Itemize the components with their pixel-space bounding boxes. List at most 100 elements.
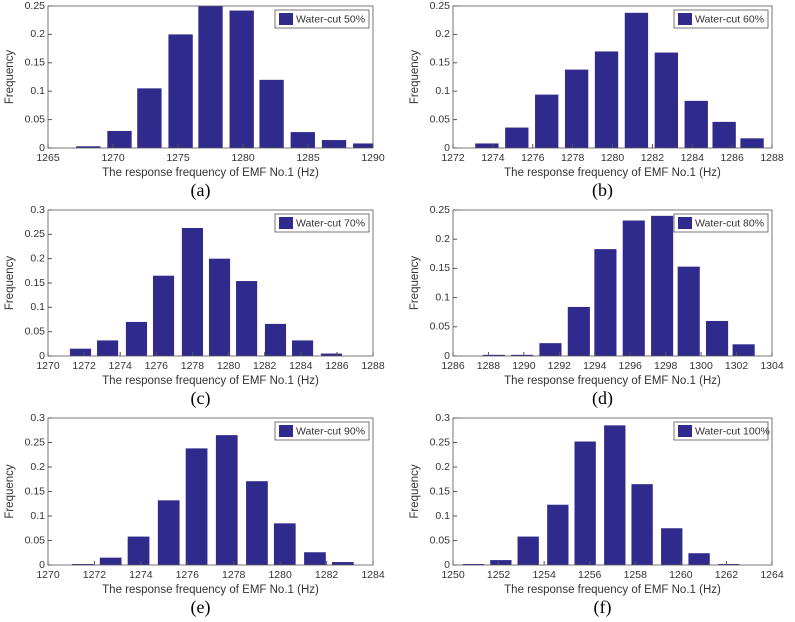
y-tick-label: 0.15 bbox=[25, 485, 46, 497]
bar bbox=[208, 258, 231, 356]
bar bbox=[624, 12, 649, 148]
y-tick-label: 0.2 bbox=[435, 461, 450, 473]
bar bbox=[604, 425, 626, 565]
x-tick-label: 1284 bbox=[361, 569, 385, 581]
y-axis-label: Frequency bbox=[4, 256, 16, 311]
y-tick-label: 0.1 bbox=[30, 301, 45, 313]
panel: 0 0.05 0.1 0.15 0.2 0.25 0.3 1270 1272 1274 1276 12… bbox=[4, 204, 385, 409]
bar bbox=[684, 100, 708, 148]
x-tick-label: 1276 bbox=[521, 152, 545, 164]
legend-box bbox=[274, 9, 370, 29]
y-tick-label: 0.3 bbox=[30, 412, 45, 424]
bar bbox=[511, 354, 534, 356]
legend-swatch bbox=[279, 13, 293, 25]
x-tick-label: 1260 bbox=[669, 569, 693, 581]
bar bbox=[320, 353, 343, 356]
y-tick-label: 0.2 bbox=[30, 461, 45, 473]
x-tick-label: 1256 bbox=[578, 569, 602, 581]
bar bbox=[292, 340, 314, 356]
caption: (e) bbox=[191, 597, 211, 618]
x-axis-label: The response frequency of EMF No.1 (Hz) bbox=[504, 584, 721, 596]
x-tick-label: 1272 bbox=[72, 360, 96, 372]
x-tick-label: 1286 bbox=[720, 152, 744, 164]
y-tick-label: 0.25 bbox=[25, 228, 46, 240]
bar bbox=[462, 564, 485, 565]
bar bbox=[236, 281, 258, 356]
bar bbox=[304, 552, 326, 565]
plot-frame bbox=[452, 209, 773, 357]
legend-swatch bbox=[279, 425, 293, 437]
x-tick-label: 1285 bbox=[296, 152, 320, 164]
y-tick-label: 0.25 bbox=[430, 204, 451, 216]
x-tick-label: 1272 bbox=[441, 152, 465, 164]
y-axis-label: Frequency bbox=[409, 464, 421, 519]
y-tick-label: 0.25 bbox=[25, 0, 46, 12]
x-tick-label: 1282 bbox=[641, 152, 665, 164]
panel: 0 0.05 0.1 0.15 0.2 0.25 0.3 1250 1252 1254 1256 12… bbox=[409, 412, 784, 618]
x-tick-label: 1254 bbox=[532, 569, 556, 581]
x-tick-label: 1284 bbox=[289, 360, 313, 372]
y-tick-label: 0.1 bbox=[435, 291, 450, 303]
y-tick-label: 0.2 bbox=[30, 28, 45, 40]
bar bbox=[152, 275, 175, 356]
bar bbox=[321, 140, 347, 148]
x-axis-label: The response frequency of EMF No.1 (Hz) bbox=[504, 375, 721, 387]
legend-box bbox=[673, 213, 769, 233]
x-tick-label: 1290 bbox=[512, 360, 536, 372]
bar bbox=[517, 536, 539, 565]
x-tick-label: 1274 bbox=[481, 152, 505, 164]
y-tick-label: 0.05 bbox=[25, 113, 46, 125]
bar bbox=[107, 130, 132, 148]
bar bbox=[677, 266, 700, 356]
bar bbox=[574, 441, 596, 565]
bar bbox=[622, 220, 645, 356]
y-tick-label: 0.15 bbox=[430, 57, 451, 69]
y-tick-label: 0.25 bbox=[430, 0, 451, 12]
bar bbox=[76, 146, 101, 148]
y-tick-label: 0.05 bbox=[25, 534, 46, 546]
bar bbox=[246, 481, 268, 565]
legend-label: Water-cut 70% bbox=[296, 217, 365, 229]
x-tick-label: 1286 bbox=[325, 360, 349, 372]
bar bbox=[594, 249, 617, 356]
y-tick-label: 0 bbox=[39, 350, 45, 362]
panel: 0 0.05 0.1 0.15 0.2 0.25 1265 1270 1275 1280 1285 1… bbox=[4, 0, 385, 201]
x-tick-label: 1262 bbox=[715, 569, 739, 581]
y-tick-label: 0 bbox=[444, 350, 450, 362]
x-tick-label: 1275 bbox=[166, 152, 190, 164]
legend-swatch bbox=[678, 217, 692, 229]
bar bbox=[654, 52, 678, 148]
panel: 0 0.05 0.1 0.15 0.2 0.25 1272 1274 1276 1278 1280 1… bbox=[409, 0, 784, 201]
bar bbox=[718, 564, 740, 565]
y-tick-label: 0.1 bbox=[30, 510, 45, 522]
x-axis-label: The response frequency of EMF No.1 (Hz) bbox=[102, 167, 319, 179]
x-tick-label: 1270 bbox=[101, 152, 125, 164]
bar bbox=[539, 343, 562, 356]
y-axis-label: Frequency bbox=[4, 50, 16, 105]
bar bbox=[482, 354, 505, 356]
legend-label: Water-cut 60% bbox=[695, 13, 764, 25]
x-tick-label: 1278 bbox=[561, 152, 585, 164]
legend-swatch bbox=[678, 13, 692, 25]
bar bbox=[631, 484, 653, 565]
x-tick-label: 1274 bbox=[129, 569, 153, 581]
bar bbox=[505, 127, 529, 148]
bar bbox=[706, 320, 729, 356]
x-tick-label: 1264 bbox=[760, 569, 784, 581]
caption: (a) bbox=[191, 180, 211, 201]
bar bbox=[215, 435, 238, 565]
x-tick-label: 1278 bbox=[181, 360, 205, 372]
x-tick-label: 1280 bbox=[601, 152, 625, 164]
bar bbox=[490, 560, 512, 565]
y-tick-label: 0.15 bbox=[430, 485, 451, 497]
y-tick-label: 0.15 bbox=[430, 262, 451, 274]
x-tick-label: 1304 bbox=[760, 360, 784, 372]
x-tick-label: 1252 bbox=[487, 569, 511, 581]
bar bbox=[71, 564, 94, 565]
x-tick-label: 1298 bbox=[654, 360, 678, 372]
caption: (d) bbox=[592, 388, 613, 409]
bar bbox=[273, 523, 296, 565]
bar bbox=[157, 500, 180, 565]
plot-frame bbox=[47, 5, 374, 149]
